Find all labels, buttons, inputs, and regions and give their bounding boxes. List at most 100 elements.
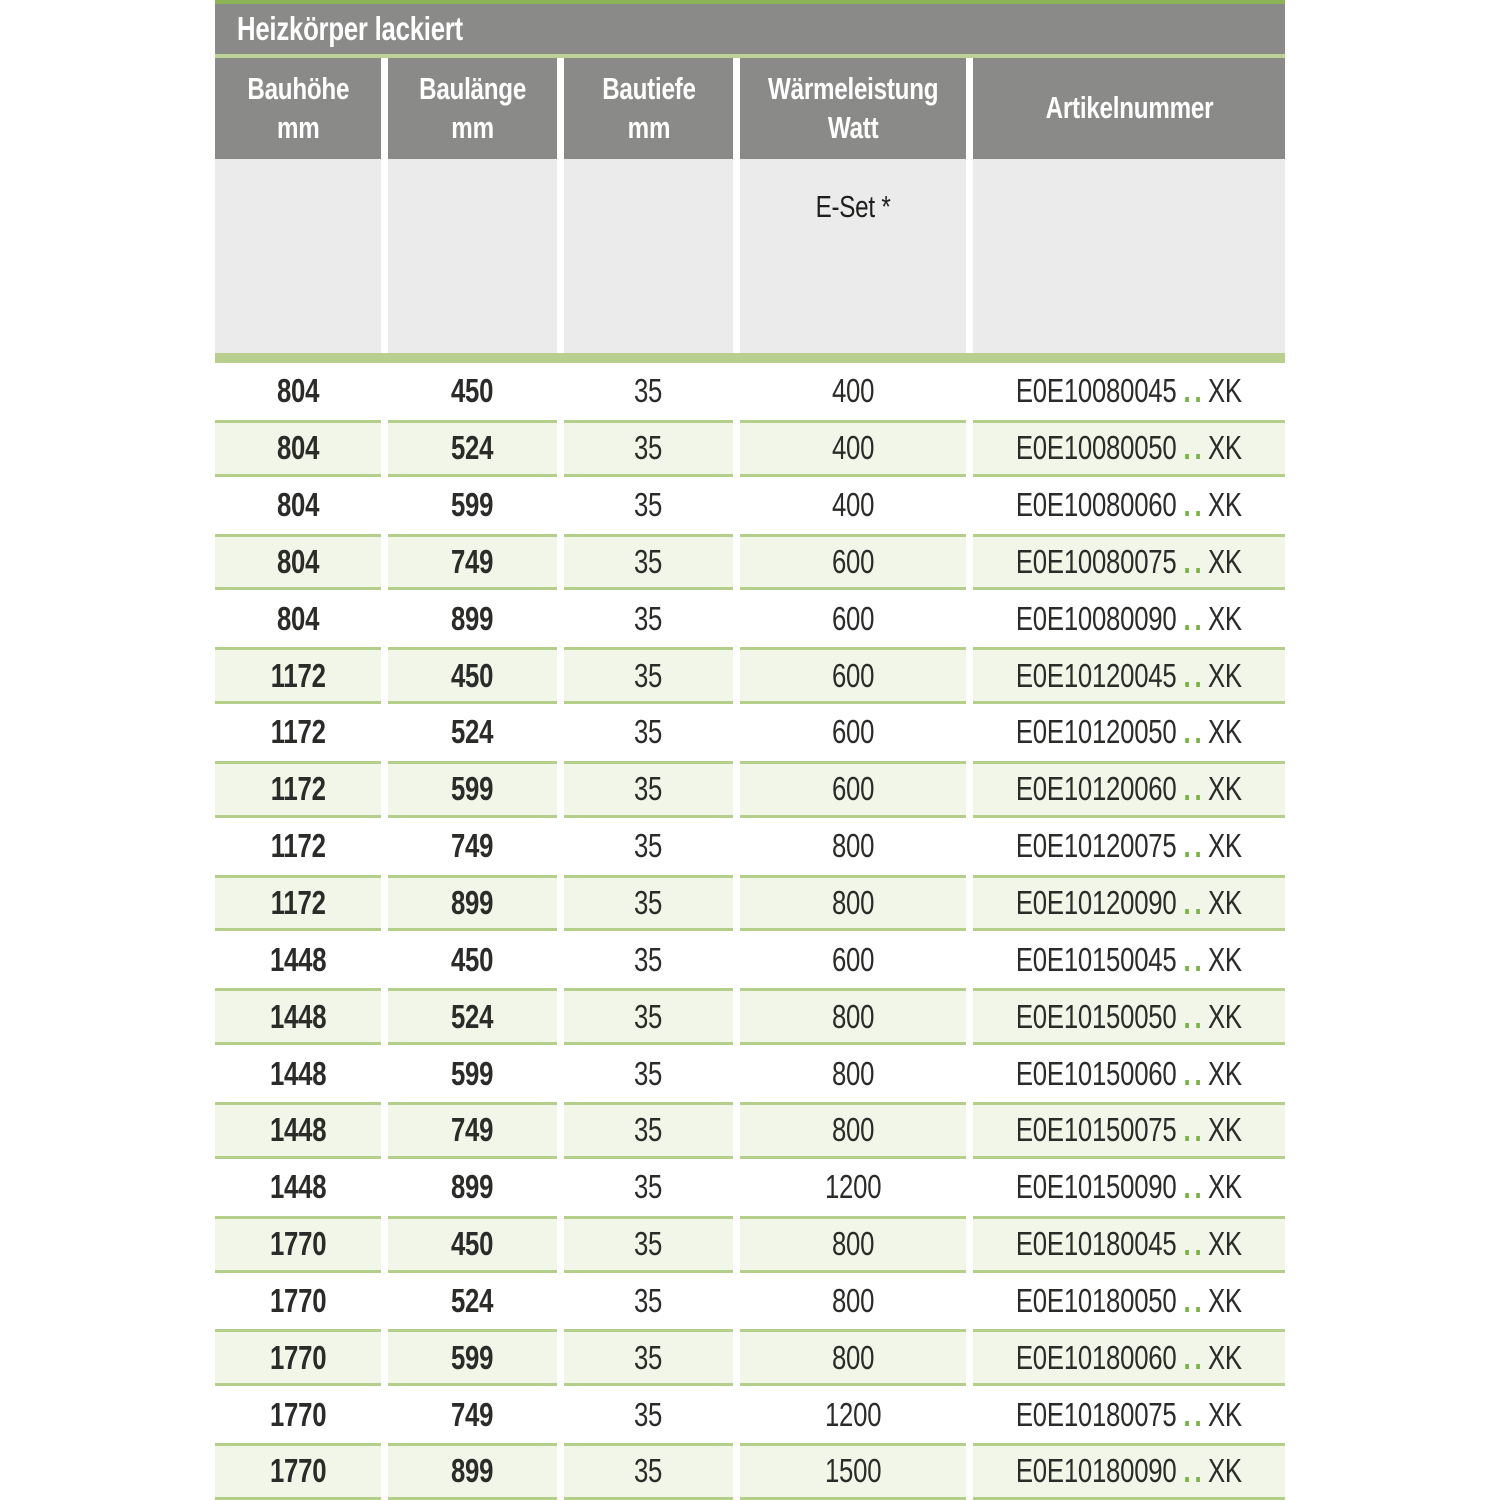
cell-bauhoehe: 1770: [215, 1215, 381, 1273]
artikel-suffix: XK: [1208, 770, 1242, 808]
watt-value: 400: [831, 486, 875, 524]
table-row: 1770 749 35 1200 E0E10180075 ..XK: [215, 1386, 1285, 1444]
baulaenge-value: 450: [451, 372, 494, 410]
cell-waermeleistung: 800: [740, 817, 966, 875]
bauhoehe-value: 1448: [269, 940, 327, 978]
artikel-suffix: XK: [1208, 884, 1242, 922]
cell-baulaenge: 524: [388, 1272, 557, 1330]
cell-artikelnummer: E0E10120090 ..XK: [973, 874, 1285, 932]
cell-artikelnummer: E0E10120060 ..XK: [973, 760, 1285, 818]
baulaenge-value: 450: [451, 940, 494, 978]
column-header-line1: Baulänge: [419, 70, 526, 106]
bauhoehe-value: 1172: [270, 884, 326, 922]
baulaenge-value: 599: [451, 1054, 494, 1092]
watt-value: 800: [831, 1338, 875, 1376]
cell-waermeleistung: 600: [740, 533, 966, 591]
cell-bauhoehe: 1172: [215, 760, 381, 818]
bautiefe-value: 35: [634, 1281, 663, 1319]
artikel-code: E0E10150050: [1016, 997, 1177, 1035]
artikel-code: E0E10120090: [1016, 884, 1177, 922]
cell-artikelnummer: E0E10180045 ..XK: [973, 1215, 1285, 1273]
artikel-color-code-dots: ..: [1183, 429, 1206, 467]
eset-label: E-Set *: [815, 189, 891, 224]
cell-waermeleistung: 800: [740, 1045, 966, 1102]
baulaenge-value: 450: [451, 656, 494, 694]
bauhoehe-value: 1770: [269, 1338, 327, 1376]
cell-baulaenge: 599: [388, 1045, 557, 1102]
column-header-baulaenge: Baulänge mm: [388, 58, 557, 159]
artikel-suffix: XK: [1208, 1281, 1242, 1319]
cell-bauhoehe: 804: [215, 419, 381, 477]
cell-baulaenge: 749: [388, 533, 557, 591]
column-header-line1: Bauhöhe: [247, 70, 349, 106]
cell-waermeleistung: 600: [740, 704, 966, 761]
cell-artikelnummer: E0E10180075 ..XK: [973, 1386, 1285, 1444]
watt-value: 600: [831, 656, 875, 694]
cell-bauhoehe: 1448: [215, 1101, 381, 1159]
watt-value: 1200: [824, 1395, 882, 1433]
cell-baulaenge: 749: [388, 1101, 557, 1159]
cell-artikelnummer: E0E10080050 ..XK: [973, 419, 1285, 477]
subheader-cell-eset: E-Set *: [740, 159, 966, 353]
cell-waermeleistung: 1200: [740, 1386, 966, 1444]
artikel-code: E0E10120075: [1016, 827, 1177, 865]
cell-artikelnummer: E0E10080090 ..XK: [973, 590, 1285, 648]
cell-baulaenge: 599: [388, 760, 557, 818]
artikel-color-code-dots: ..: [1183, 770, 1206, 808]
cell-artikelnummer: E0E10080045 ..XK: [973, 363, 1285, 420]
artikel-color-code-dots: ..: [1183, 713, 1206, 751]
artikel-code: E0E10080090: [1016, 599, 1177, 637]
cell-waermeleistung: 800: [740, 1272, 966, 1330]
watt-value: 800: [831, 827, 875, 865]
artikel-code: E0E10080075: [1016, 542, 1177, 580]
watt-value: 800: [831, 997, 875, 1035]
artikel-color-code-dots: ..: [1183, 372, 1206, 410]
cell-waermeleistung: 600: [740, 590, 966, 648]
cell-artikelnummer: E0E10180050 ..XK: [973, 1272, 1285, 1330]
artikel-suffix: XK: [1208, 1111, 1242, 1149]
cell-artikelnummer: E0E10180090 ..XK: [973, 1443, 1285, 1500]
cell-bautiefe: 35: [564, 476, 733, 534]
table-row: 804 524 35 400 E0E10080050 ..XK: [215, 419, 1285, 477]
artikel-color-code-dots: ..: [1183, 827, 1206, 865]
table-row: 1172 599 35 600 E0E10120060 ..XK: [215, 760, 1285, 818]
watt-value: 600: [831, 713, 875, 751]
artikel-suffix: XK: [1208, 1054, 1242, 1092]
bautiefe-value: 35: [634, 1111, 663, 1149]
cell-baulaenge: 899: [388, 1158, 557, 1216]
bauhoehe-value: 804: [276, 372, 320, 410]
baulaenge-value: 899: [451, 599, 494, 637]
cell-baulaenge: 450: [388, 647, 557, 705]
cell-bauhoehe: 804: [215, 533, 381, 591]
bauhoehe-value: 1172: [270, 827, 326, 865]
baulaenge-value: 599: [451, 486, 494, 524]
cell-bauhoehe: 1770: [215, 1443, 381, 1500]
table-title-bar: Heizkörper lackiert: [215, 4, 1285, 54]
artikel-color-code-dots: ..: [1183, 1452, 1206, 1490]
column-header-line2: mm: [451, 109, 494, 145]
cell-bauhoehe: 1172: [215, 647, 381, 705]
table-row: 1448 599 35 800 E0E10150060 ..XK: [215, 1045, 1285, 1102]
bautiefe-value: 35: [634, 1338, 663, 1376]
bauhoehe-value: 1448: [269, 1054, 327, 1092]
artikel-code: E0E10150045: [1016, 940, 1177, 978]
cell-bautiefe: 35: [564, 988, 733, 1046]
cell-artikelnummer: E0E10120075 ..XK: [973, 817, 1285, 875]
bautiefe-value: 35: [634, 429, 663, 467]
artikel-code: E0E10150075: [1016, 1111, 1177, 1149]
watt-value: 800: [831, 1225, 875, 1263]
baulaenge-value: 749: [451, 542, 494, 580]
bautiefe-value: 35: [634, 1452, 663, 1490]
watt-value: 600: [831, 599, 875, 637]
watt-value: 400: [831, 372, 875, 410]
watt-value: 600: [831, 940, 875, 978]
column-header-line1: Artikelnummer: [1045, 90, 1213, 126]
cell-artikelnummer: E0E10150050 ..XK: [973, 988, 1285, 1046]
artikel-color-code-dots: ..: [1183, 1054, 1206, 1092]
cell-artikelnummer: E0E10120050 ..XK: [973, 704, 1285, 761]
bauhoehe-value: 1770: [269, 1225, 327, 1263]
baulaenge-value: 749: [451, 827, 494, 865]
table-row: 1770 899 35 1500 E0E10180090 ..XK: [215, 1443, 1285, 1500]
baulaenge-value: 599: [451, 1338, 494, 1376]
column-header-bauhoehe: Bauhöhe mm: [215, 58, 381, 159]
